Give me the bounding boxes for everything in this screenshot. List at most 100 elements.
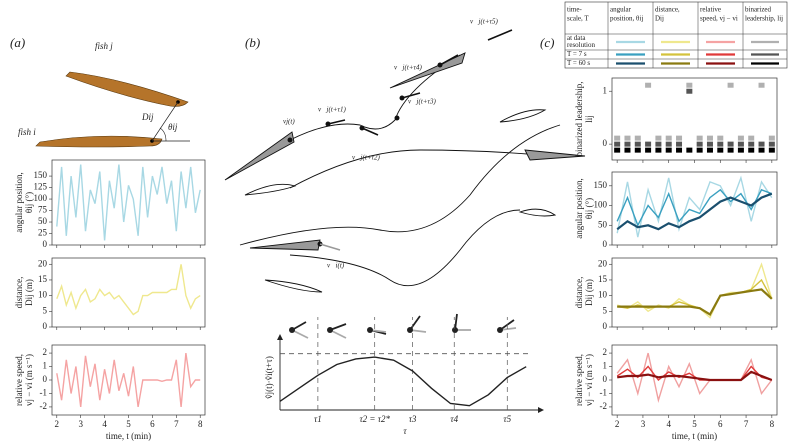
y-axis-label: distance, bbox=[574, 277, 584, 309]
leadership-tick bbox=[768, 135, 775, 141]
data-line bbox=[279, 356, 527, 407]
leadership-tick bbox=[748, 141, 755, 147]
table-row-label: resolution bbox=[567, 41, 595, 49]
y-tick-label: 1 bbox=[603, 85, 608, 95]
direction-icons bbox=[289, 313, 517, 339]
leadership-tick bbox=[696, 135, 703, 141]
table-header: position, θij bbox=[610, 15, 643, 23]
y-tick-label: 25 bbox=[38, 228, 48, 238]
x-tick-label: 8 bbox=[198, 419, 203, 429]
x-tick-label: 2 bbox=[55, 419, 60, 429]
data-line bbox=[56, 353, 201, 408]
y-tick-label: 75 bbox=[38, 205, 48, 215]
leadership-tick bbox=[706, 141, 713, 147]
y-tick-label: 2 bbox=[43, 347, 48, 357]
leadership-tick bbox=[737, 135, 744, 141]
y-tick-label: 100 bbox=[34, 193, 48, 203]
leadership-tick bbox=[676, 141, 683, 147]
leadership-tick bbox=[696, 147, 703, 153]
angle-label: θij bbox=[168, 122, 178, 132]
x-tick-label: τ5 bbox=[503, 414, 511, 424]
data-line bbox=[616, 175, 773, 238]
x-tick-label: 8 bbox=[770, 419, 775, 429]
leadership-tick bbox=[676, 135, 683, 141]
panel-label: (c) bbox=[540, 35, 554, 50]
y-axis-label: θij (°) bbox=[584, 198, 594, 219]
data-line bbox=[56, 164, 201, 241]
y-axis-label: relative speed, bbox=[14, 354, 24, 406]
leadership-tick bbox=[655, 141, 662, 147]
x-tick-label: 6 bbox=[150, 419, 155, 429]
y-axis-label: Dij (m) bbox=[584, 279, 594, 306]
leadership-tick bbox=[748, 147, 755, 153]
table-header: scale, T bbox=[567, 15, 589, 23]
leadership-tick bbox=[758, 82, 765, 88]
leadership-tick bbox=[655, 147, 662, 153]
leadership-tick bbox=[686, 88, 693, 94]
y-tick-label: 125 bbox=[34, 182, 48, 192]
table-header: distance, bbox=[655, 6, 680, 14]
leadership-tick bbox=[645, 141, 652, 147]
vector-label: v⃗j(t+τ2) bbox=[352, 154, 381, 162]
vector-label: v⃗j(t+τ1) bbox=[318, 106, 347, 114]
leadership-tick bbox=[624, 135, 631, 141]
leadership-tick bbox=[737, 147, 744, 153]
leadership-tick bbox=[717, 147, 724, 153]
fish-j bbox=[65, 71, 189, 107]
y-axis-label: v̂j(t)·v̂i(t+τ) bbox=[264, 356, 274, 399]
leadership-tick bbox=[665, 141, 672, 147]
y-tick-label: 0 bbox=[603, 138, 608, 148]
y-tick-label: -2 bbox=[600, 401, 608, 411]
y-tick-label: 2 bbox=[603, 347, 608, 357]
leadership-tick bbox=[645, 82, 652, 88]
fish-diagram bbox=[35, 71, 190, 148]
plot-frame bbox=[611, 257, 778, 328]
x-tick-label: 4 bbox=[666, 419, 671, 429]
x-tick-label: τ1 bbox=[314, 414, 322, 424]
x-tick-label: 7 bbox=[744, 419, 749, 429]
velocity-arrows bbox=[319, 29, 513, 251]
y-tick-label: 10 bbox=[598, 290, 608, 300]
leadership-tick bbox=[768, 147, 775, 153]
y-axis-label: θij (°) bbox=[24, 192, 34, 213]
leadership-tick bbox=[624, 147, 631, 153]
y-axis-label: relative speed, bbox=[574, 354, 584, 406]
y-tick-label: 50 bbox=[38, 216, 48, 226]
table-frame bbox=[564, 1, 788, 69]
leadership-tick bbox=[706, 135, 713, 141]
fish-label: fish j bbox=[95, 41, 113, 51]
y-tick-label: 100 bbox=[594, 200, 608, 210]
leadership-tick bbox=[614, 141, 621, 147]
trajectories bbox=[224, 52, 586, 293]
data-line bbox=[56, 264, 201, 316]
y-tick-label: 0 bbox=[43, 239, 48, 249]
leadership-tick bbox=[758, 147, 765, 153]
plot-frame bbox=[51, 344, 206, 416]
y-tick-label: 50 bbox=[598, 219, 608, 229]
leadership-tick bbox=[686, 82, 693, 88]
table-row-label: at data bbox=[567, 34, 586, 42]
y-tick-label: 0 bbox=[603, 239, 608, 249]
y-tick-label: 0 bbox=[603, 321, 608, 331]
angle-arc bbox=[159, 127, 167, 142]
data-line bbox=[616, 188, 773, 228]
x-tick-label: 3 bbox=[78, 419, 83, 429]
table-header: time- bbox=[567, 6, 582, 14]
y-axis-label: lij bbox=[584, 115, 594, 123]
data-line bbox=[617, 370, 773, 382]
leadership-tick bbox=[768, 141, 775, 147]
y-tick-label: 1 bbox=[603, 361, 608, 371]
table-header: binarized bbox=[745, 6, 772, 14]
leadership-tick bbox=[634, 147, 641, 153]
panel-label: (a) bbox=[10, 35, 25, 50]
x-axis-label: τ bbox=[403, 426, 407, 436]
vector-label: v⃗j(t+τ4) bbox=[394, 64, 423, 72]
panel-label: (b) bbox=[245, 35, 260, 50]
x-tick-label: 5 bbox=[692, 419, 697, 429]
table-header: angular bbox=[610, 6, 632, 14]
leadership-tick bbox=[614, 147, 621, 153]
leadership-tick bbox=[665, 135, 672, 141]
leadership-tick bbox=[706, 147, 713, 153]
y-axis-label: binarized leadership, bbox=[574, 82, 584, 157]
